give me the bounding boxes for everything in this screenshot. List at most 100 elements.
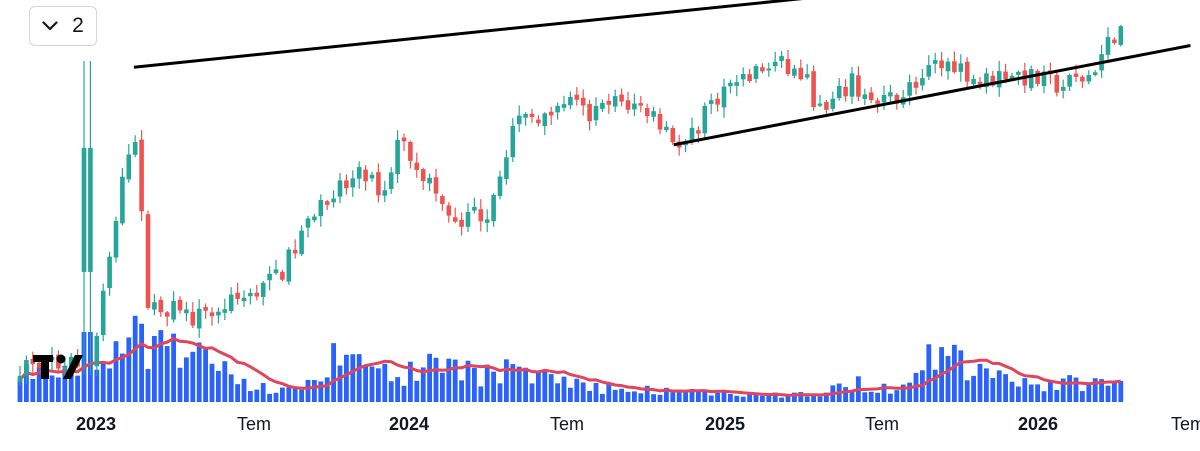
volume-bar [568, 387, 573, 402]
candle-body-down [292, 249, 298, 254]
volume-bar [779, 397, 784, 402]
x-axis-tick-label: Tem [236, 414, 272, 434]
candle-body-up [369, 174, 375, 179]
candle-body-down [990, 75, 996, 86]
candle-body-up [958, 63, 964, 72]
candle-body-down [964, 61, 970, 82]
volume-bar [587, 390, 592, 402]
volume-bar [881, 383, 887, 402]
volume-bar [580, 382, 586, 402]
volume-bar [401, 385, 407, 402]
volume-bar [260, 383, 266, 402]
volume-bar [299, 389, 304, 402]
candle-body-up [1041, 71, 1047, 87]
candle-body-up [312, 216, 317, 221]
volume-bar [56, 377, 61, 402]
volume-bar [574, 378, 580, 402]
volume-bar [1112, 382, 1117, 402]
candle-body-up [395, 139, 400, 175]
candle-body-up [228, 294, 234, 312]
volume-bar [689, 388, 695, 402]
volume-bar [408, 361, 413, 402]
volume-bar [696, 390, 701, 402]
candle-body-up [113, 220, 119, 258]
volume-bar [337, 365, 343, 402]
volume-bar [17, 379, 23, 402]
candle-body-up [689, 127, 695, 141]
volume-bar [459, 380, 464, 402]
volume-bar [1099, 379, 1104, 402]
candle-body-up [881, 94, 887, 103]
volume-bar [292, 387, 298, 402]
volume-bar [734, 395, 740, 402]
candle-body-up [600, 102, 605, 109]
tradingview-logo[interactable] [33, 353, 83, 381]
volume-bar [440, 372, 445, 402]
volume-bar [75, 375, 80, 402]
volume-bar [452, 359, 458, 402]
candle-body-up [62, 366, 68, 370]
candle-body-up [772, 61, 778, 67]
volume-bar [1067, 375, 1072, 402]
volume-bar [120, 353, 125, 402]
candle-body-down [644, 108, 650, 117]
volume-bar [753, 394, 759, 402]
candle-body-down [203, 307, 208, 311]
volume-bar [388, 381, 394, 402]
candle-body-down [580, 97, 586, 106]
candle-body-down [952, 61, 957, 73]
candle-body-up [1086, 75, 1092, 82]
candle-body-down [280, 271, 285, 280]
volume-bar [331, 343, 336, 402]
volume-bar [139, 323, 144, 402]
volume-bar [241, 378, 247, 402]
candle-body-up [830, 98, 836, 109]
volume-bar [612, 389, 618, 402]
collapse-indicators-button[interactable]: 2 [29, 6, 97, 46]
x-axis-tick-label: 2024 [388, 414, 430, 434]
volume-bar [145, 368, 151, 402]
collapsed-indicator-count: 2 [72, 14, 84, 37]
volume-bar [433, 357, 439, 402]
volume-bar [1016, 386, 1021, 402]
volume-bar [792, 392, 797, 402]
volume-bar [555, 383, 560, 402]
candle-body-down [158, 299, 164, 313]
volume-bar [94, 369, 100, 402]
volume-bar [798, 392, 804, 402]
candle-body-up [484, 219, 490, 223]
volume-bar [971, 375, 976, 402]
candle-body-down [401, 137, 407, 142]
chevron-down-icon [42, 21, 58, 31]
candle-body-down [536, 119, 541, 124]
volume-bar [1028, 384, 1034, 402]
candle-body-down [625, 100, 631, 110]
volume-bar [126, 337, 132, 402]
volume-bar [894, 390, 900, 402]
volume-bar [990, 378, 996, 402]
candle-body-up [920, 78, 925, 86]
candle-body-down [657, 113, 663, 130]
volume-bar [382, 363, 388, 402]
candle-body-up [721, 86, 727, 108]
volume-bar [312, 380, 317, 402]
candle-body-up [491, 194, 496, 222]
candle-body-up [171, 300, 176, 320]
volume-bar [1022, 378, 1028, 402]
volume-bar [683, 390, 688, 402]
candle-body-up [766, 68, 772, 71]
candle-body-down [190, 311, 196, 326]
candle-body-up [516, 115, 522, 125]
candle-body-up [734, 82, 740, 86]
candle-body-up [100, 290, 106, 336]
volume-bar [760, 395, 765, 402]
volume-bar [254, 389, 260, 402]
volume-bar [196, 342, 202, 402]
candle-body-up [542, 113, 548, 127]
candle-body-up [971, 78, 976, 85]
candle-body-down [459, 219, 464, 227]
volume-bar [523, 367, 528, 402]
candle-body-up [126, 154, 132, 180]
